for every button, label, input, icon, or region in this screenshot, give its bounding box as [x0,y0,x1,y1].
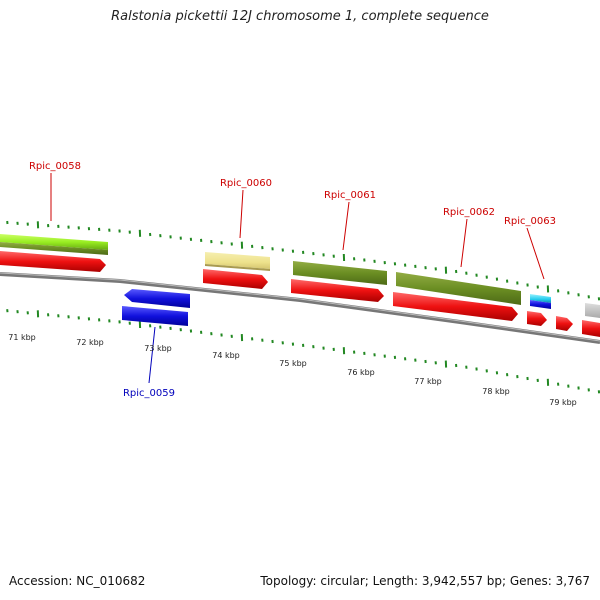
gene-label-rpic-0062[interactable]: Rpic_0062 [443,207,495,218]
kbp-labels: 71 kbp 72 kbp 73 kbp 74 kbp 75 kbp 76 kbp 77 k… [8,333,577,407]
cds-arrow-rpic-0061[interactable] [291,279,384,302]
kbp-label: 71 kbp [8,333,36,342]
category-block-rpic-0062[interactable] [396,272,521,305]
gene-label-rpic-0063[interactable]: Rpic_0063 [504,216,556,227]
gene-label-rpic-0059[interactable]: Rpic_0059 [123,388,175,399]
cds-arrow-small[interactable] [556,316,573,331]
cds-arrow-rpic-0058[interactable] [0,251,106,272]
kbp-label: 76 kbp [347,368,375,377]
upper-tick-track [6,220,600,301]
cds-arrow-rpic-0063[interactable] [527,311,547,326]
cds-arrow-rpic-0062[interactable] [393,292,518,321]
gene-label-rpic-0060[interactable]: Rpic_0060 [220,178,272,189]
accession-text: Accession: NC_010682 [9,574,146,588]
category-block-rpic-0058[interactable] [0,234,108,250]
kbp-label: 73 kbp [144,344,172,353]
gene-label-rpic-0061[interactable]: Rpic_0061 [324,190,376,201]
kbp-label: 77 kbp [414,377,442,386]
chromosome-backbone-highlight [0,272,600,342]
leader-line-rpic-0062 [460,218,468,268]
leader-line-rpic-0061 [342,201,350,251]
leader-line-rpic-0063 [526,227,545,280]
gene-labels: Rpic_0058 Rpic_0060 Rpic_0061 Rpic_0062 … [29,161,556,399]
gene-label-rpic-0058[interactable]: Rpic_0058 [29,161,81,172]
category-block-next[interactable] [585,303,600,318]
lower-tick-track [6,309,600,394]
kbp-label: 78 kbp [482,387,510,396]
category-block-rpic-0060-dark [205,264,270,271]
genome-summary-text: Topology: circular; Length: 3,942,557 bp… [260,574,590,588]
kbp-label: 75 kbp [279,359,307,368]
category-block-rpic-0060[interactable] [205,252,270,269]
category-block-rpic-0058-dark [0,242,108,255]
kbp-label: 74 kbp [212,351,240,360]
kbp-label: 72 kbp [76,338,104,347]
kbp-label: 79 kbp [549,398,577,407]
cds-arrow-rpic-0060[interactable] [203,269,268,289]
category-block-rpic-0063-dark [530,300,551,309]
chromosome-backbone [0,272,600,344]
category-block-rpic-0061[interactable] [293,261,387,285]
map-title: Ralstonia pickettii 12J chromosome 1, co… [111,9,489,24]
cds-arrow-edge[interactable] [582,320,600,337]
leader-line-rpic-0060 [239,189,244,239]
category-block-rpic-0059[interactable] [124,289,190,308]
leader-line-rpic-0059 [148,326,156,384]
cds-arrow-rpic-0059[interactable] [122,306,188,326]
